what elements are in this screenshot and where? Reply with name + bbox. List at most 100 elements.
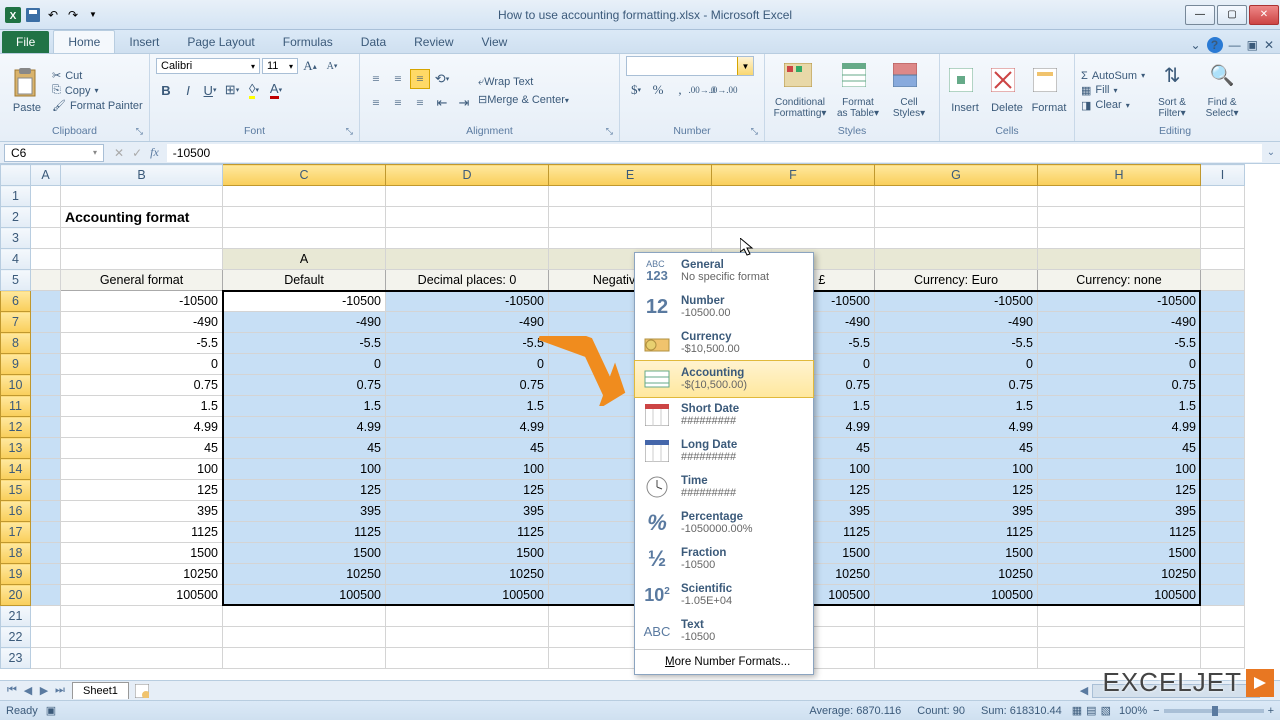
select-all-corner[interactable] (1, 165, 31, 186)
cell[interactable]: 45 (61, 438, 223, 459)
spreadsheet-grid[interactable]: A B C D E F G H I 12Accounting format34A… (0, 164, 1245, 669)
cell[interactable]: 4.99 (1038, 417, 1201, 438)
autosum-button[interactable]: ΣAutoSum▾ (1081, 70, 1145, 82)
win-close-icon[interactable]: ✕ (1264, 38, 1274, 52)
cell[interactable]: 1.5 (875, 396, 1038, 417)
cell[interactable]: 4.99 (61, 417, 223, 438)
alignment-launcher-icon[interactable]: ⤡ (606, 126, 613, 137)
cell[interactable]: 125 (875, 480, 1038, 501)
sheet-tab[interactable]: Sheet1 (72, 682, 129, 699)
col-header[interactable]: I (1201, 165, 1245, 186)
cell[interactable] (1201, 606, 1245, 627)
delete-cells-button[interactable]: Delete (988, 68, 1026, 114)
cell[interactable] (1201, 480, 1245, 501)
cell[interactable]: 1500 (223, 543, 386, 564)
tab-nav-prev-icon[interactable]: ◀ (20, 684, 36, 697)
copy-button[interactable]: ⎘Copy▾ (52, 84, 143, 97)
file-tab[interactable]: File (2, 31, 49, 53)
view-layout-icon[interactable]: ▤ (1086, 704, 1096, 717)
row-header[interactable]: 17 (1, 522, 31, 543)
decrease-decimal-icon[interactable]: .0→.00 (714, 80, 734, 100)
cell[interactable]: 0.75 (386, 375, 549, 396)
cell[interactable] (1201, 543, 1245, 564)
cell[interactable] (31, 627, 61, 648)
orientation-icon[interactable]: ⟲▾ (432, 69, 452, 89)
cell[interactable]: 100500 (61, 585, 223, 606)
zoom-out-icon[interactable]: − (1153, 705, 1159, 717)
row-header[interactable]: 6 (1, 291, 31, 312)
cell[interactable]: 10250 (1038, 564, 1201, 585)
cell[interactable]: 0.75 (61, 375, 223, 396)
cell[interactable] (31, 207, 61, 228)
cell[interactable] (31, 438, 61, 459)
row-header[interactable]: 15 (1, 480, 31, 501)
cell[interactable] (1201, 501, 1245, 522)
new-sheet-icon[interactable] (133, 683, 151, 699)
cell[interactable] (31, 249, 61, 270)
cell[interactable]: 45 (875, 438, 1038, 459)
wrap-text-button[interactable]: ⤶Wrap Text (478, 76, 569, 89)
cell[interactable] (223, 186, 386, 207)
cell[interactable]: 0.75 (875, 375, 1038, 396)
row-header[interactable]: 20 (1, 585, 31, 606)
cell[interactable] (875, 207, 1038, 228)
expand-formula-bar-icon[interactable]: ⌄ (1262, 147, 1280, 158)
cell[interactable] (1201, 270, 1245, 291)
decrease-indent-icon[interactable]: ⇤ (432, 93, 452, 113)
cell[interactable] (712, 186, 875, 207)
col-header[interactable]: B (61, 165, 223, 186)
formula-input[interactable]: -10500 (167, 144, 1262, 162)
cell[interactable]: 395 (223, 501, 386, 522)
cell[interactable]: 10250 (386, 564, 549, 585)
increase-decimal-icon[interactable]: .00→.0 (692, 80, 712, 100)
cell[interactable]: -10500 (223, 291, 386, 312)
tab-page-layout[interactable]: Page Layout (173, 31, 268, 53)
font-color-button[interactable]: A▾ (266, 80, 286, 100)
cell[interactable]: 100 (223, 459, 386, 480)
row-header[interactable]: 3 (1, 228, 31, 249)
cell[interactable] (386, 606, 549, 627)
zoom-level[interactable]: 100% (1119, 705, 1147, 717)
cell[interactable]: Decimal places: 0 (386, 270, 549, 291)
cell[interactable] (1201, 417, 1245, 438)
cell[interactable]: -5.5 (223, 333, 386, 354)
row-header[interactable]: 21 (1, 606, 31, 627)
cell[interactable]: 100500 (386, 585, 549, 606)
cell[interactable] (1038, 186, 1201, 207)
save-icon[interactable] (24, 6, 42, 24)
increase-font-icon[interactable]: A▴ (300, 56, 320, 76)
col-header[interactable]: F (712, 165, 875, 186)
cell[interactable] (31, 543, 61, 564)
cell[interactable]: -490 (61, 312, 223, 333)
cell[interactable] (549, 228, 712, 249)
cell[interactable] (1201, 207, 1245, 228)
fill-button[interactable]: ▦Fill▾ (1081, 84, 1145, 97)
cell[interactable] (31, 522, 61, 543)
cell[interactable]: -490 (875, 312, 1038, 333)
cell[interactable] (875, 627, 1038, 648)
win-restore-icon[interactable]: ▣ (1247, 38, 1258, 52)
find-select-button[interactable]: 🔍Find &Select▾ (1199, 63, 1245, 119)
cell[interactable]: Currency: Euro (875, 270, 1038, 291)
cell[interactable] (31, 333, 61, 354)
row-header[interactable]: 9 (1, 354, 31, 375)
minimize-ribbon-icon[interactable]: ⌄ (1191, 38, 1201, 52)
cell[interactable]: 125 (386, 480, 549, 501)
cell[interactable] (31, 375, 61, 396)
cell[interactable] (31, 186, 61, 207)
cell[interactable] (1038, 249, 1201, 270)
cell[interactable]: 1500 (875, 543, 1038, 564)
cell[interactable] (1038, 627, 1201, 648)
macro-record-icon[interactable]: ▣ (46, 704, 56, 717)
cell[interactable] (712, 228, 875, 249)
clear-button[interactable]: ◨Clear▾ (1081, 99, 1145, 112)
cell[interactable] (1201, 354, 1245, 375)
format-cells-button[interactable]: Format (1030, 68, 1068, 114)
row-header[interactable]: 23 (1, 648, 31, 669)
cell[interactable] (61, 648, 223, 669)
cell[interactable]: -5.5 (875, 333, 1038, 354)
row-header[interactable]: 2 (1, 207, 31, 228)
cell[interactable] (31, 606, 61, 627)
row-header[interactable]: 4 (1, 249, 31, 270)
cell[interactable]: 100 (1038, 459, 1201, 480)
